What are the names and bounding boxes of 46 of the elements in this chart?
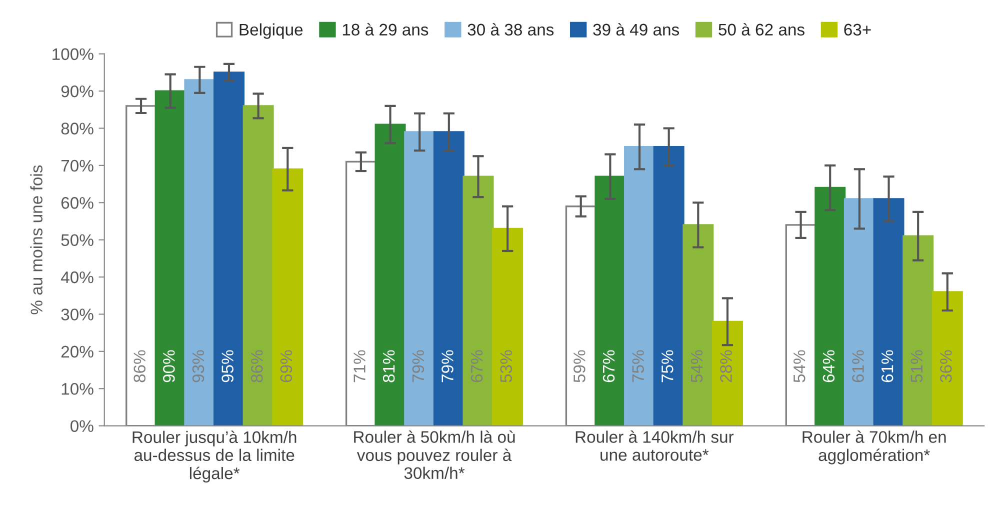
data-label: 64% [822,350,835,382]
y-tick-label: 90% [61,85,94,98]
data-label: 69% [280,350,292,382]
y-axis-title: % au moins une fois [30,165,42,314]
data-label: 61% [852,350,864,382]
y-tick-label: 60% [61,197,94,209]
data-label: 28% [720,350,732,382]
y-tick-label: 100% [52,48,94,60]
y-tick-label: 50% [61,234,94,246]
data-label: 67% [602,350,615,382]
data-label: 75% [632,350,644,382]
y-tick-label: 10% [62,383,94,395]
y-tick-label: 80% [61,122,94,134]
x-tick-label: Rouler à 50km/h là où vous pouvez rouler à 30km/h* [354,430,515,480]
y-tick-label: 20% [61,346,94,358]
data-label: 54% [794,350,806,382]
data-label: 67% [470,350,483,382]
data-label: 86% [134,350,146,382]
data-label: 75% [662,350,674,382]
data-label: 61% [881,350,894,382]
data-label: 93% [192,350,204,382]
legend-label: Belgique [240,23,303,39]
data-label: 59% [574,350,586,382]
data-label: 53% [500,350,512,382]
data-label: 79% [442,350,454,382]
data-label: 86% [250,350,263,382]
data-label: 36% [940,350,952,382]
data-label: 51% [910,350,923,382]
y-tick-label: 0% [70,420,94,432]
legend-label: 50 à 62 ans [718,23,804,36]
legend-label: 39 à 49 ans [593,23,680,36]
data-label: 90% [163,350,175,382]
data-label: 95% [222,350,234,382]
x-tick-label: Rouler à 140km/h sur une autoroute* [576,430,734,461]
data-label: 54% [690,350,703,382]
data-label: 81% [382,350,395,382]
x-tick-label: Rouler jusqu’à 10km/h au-dessus de la limite légale* [132,430,296,483]
y-tick-label: 30% [61,308,94,320]
y-tick-label: 40% [60,271,94,284]
data-label: 71% [354,350,366,382]
y-tick-label: 70% [61,160,94,172]
x-tick-label: Rouler à 70km/h en agglomération* [802,430,946,464]
legend-label: 18 à 29 ans [342,23,428,36]
legend-label: 63+ [844,24,871,36]
data-label: 79% [412,350,424,382]
legend-label: 30 à 38 ans [468,23,554,36]
